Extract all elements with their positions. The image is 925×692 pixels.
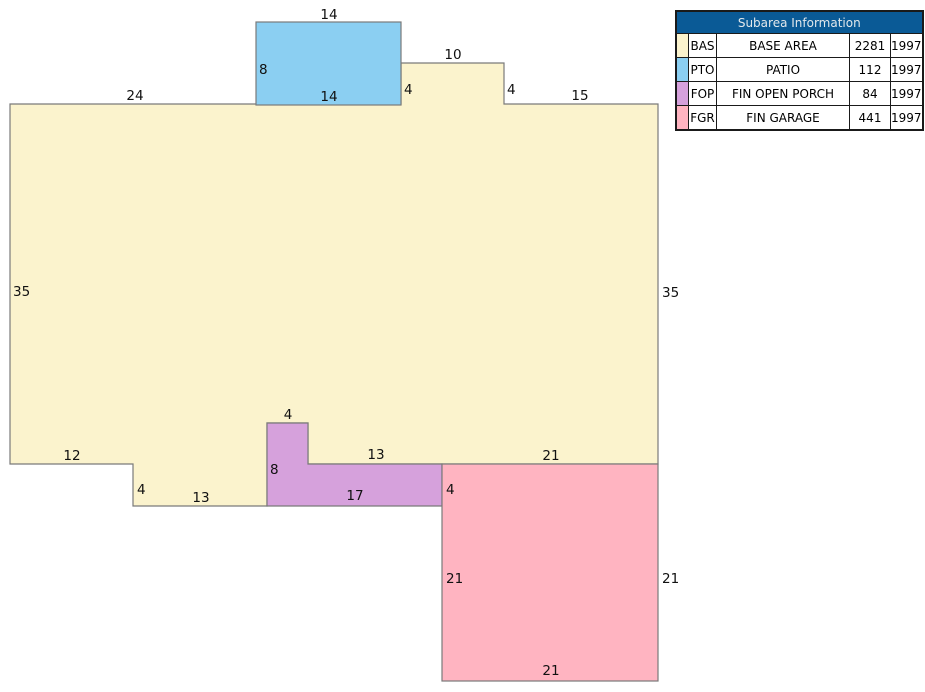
dim-garage-top: 21 <box>542 448 559 464</box>
area-cell-fop: 84 <box>849 81 891 106</box>
area-cell-bas: 2281 <box>849 33 891 58</box>
year-cell-pto: 1997 <box>889 57 924 82</box>
legend-row-pto: PTO PATIO 112 1997 <box>675 57 924 82</box>
subarea-info-title: Subarea Information <box>675 10 924 34</box>
dim-garage-left: 21 <box>446 571 463 587</box>
year-cell-fop: 1997 <box>889 81 924 106</box>
legend-row-fgr: FGR FIN GARAGE 441 1997 <box>675 105 924 131</box>
patio-shape <box>255 21 402 106</box>
dim-top-right: 15 <box>571 88 588 104</box>
color-swatch-fgr <box>675 105 689 131</box>
dim-right-side: 35 <box>662 285 679 301</box>
dim-bottom-mid: 13 <box>367 447 384 463</box>
dim-step-left: 4 <box>137 482 146 498</box>
code-cell-fop: FOP <box>688 81 717 106</box>
dim-left-side: 35 <box>13 284 30 300</box>
dim-bottom-left: 12 <box>63 448 80 464</box>
year-cell-fgr: 1997 <box>889 105 924 131</box>
subarea-information-panel: Subarea Information BAS BASE AREA 2281 1… <box>675 10 924 131</box>
fin-garage-shape <box>441 463 659 682</box>
year-cell-bas: 1997 <box>889 33 924 58</box>
desc-cell-pto: PATIO <box>716 57 850 82</box>
dim-porch-bottom: 17 <box>346 488 363 504</box>
dim-garage-bottom: 21 <box>542 663 559 679</box>
dim-bump-left: 4 <box>404 82 413 98</box>
dim-patio-bottom: 14 <box>320 89 337 105</box>
dim-garage-step: 4 <box>446 482 455 498</box>
color-swatch-fop <box>675 81 689 106</box>
dim-bump-right: 4 <box>507 82 516 98</box>
desc-cell-fop: FIN OPEN PORCH <box>716 81 850 106</box>
desc-cell-bas: BASE AREA <box>716 33 850 58</box>
dim-patio-left: 8 <box>259 62 268 78</box>
legend-row-bas: BAS BASE AREA 2281 1997 <box>675 33 924 58</box>
desc-cell-fgr: FIN GARAGE <box>716 105 850 131</box>
code-cell-fgr: FGR <box>688 105 717 131</box>
legend-row-fop: FOP FIN OPEN PORCH 84 1997 <box>675 81 924 106</box>
dim-bottom-lower: 13 <box>192 490 209 506</box>
code-cell-pto: PTO <box>688 57 717 82</box>
dim-patio-top: 14 <box>320 7 337 23</box>
dim-garage-right: 21 <box>662 571 679 587</box>
subarea-info-table: Subarea Information BAS BASE AREA 2281 1… <box>675 10 924 131</box>
dim-bump-top: 10 <box>444 47 461 63</box>
base-area-shape <box>9 62 659 507</box>
dim-top-left: 24 <box>126 88 143 104</box>
subarea-header-row: Subarea Information <box>675 10 924 34</box>
color-swatch-bas <box>675 33 689 58</box>
area-cell-pto: 112 <box>849 57 891 82</box>
area-cell-fgr: 441 <box>849 105 891 131</box>
code-cell-bas: BAS <box>688 33 717 58</box>
dim-porch-left: 8 <box>270 462 279 478</box>
color-swatch-pto <box>675 57 689 82</box>
dim-porch-top: 4 <box>284 407 293 423</box>
